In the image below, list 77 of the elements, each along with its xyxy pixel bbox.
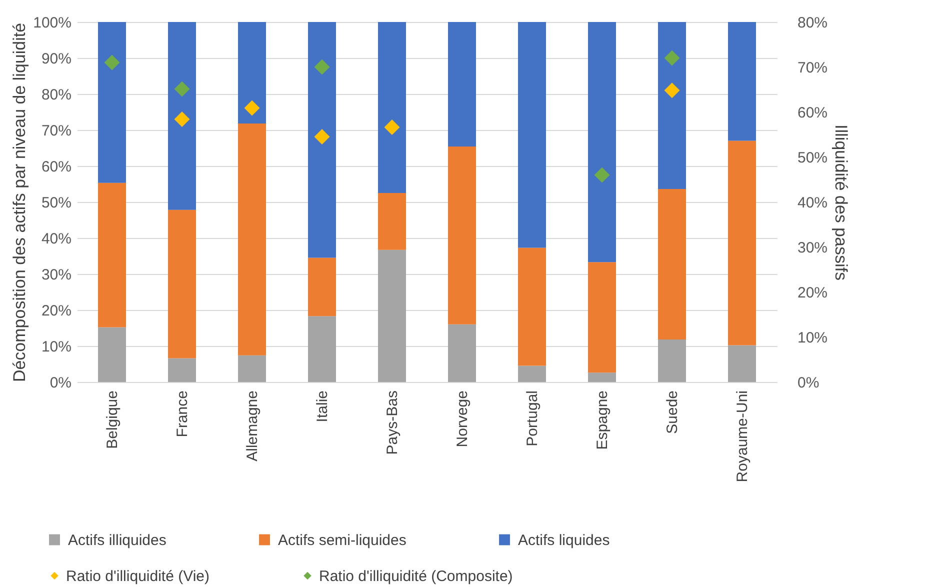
point	[594, 167, 610, 183]
x-tick-label: Pays-Bas	[384, 390, 401, 455]
point	[664, 82, 680, 98]
bar	[238, 124, 266, 356]
point	[174, 81, 190, 97]
bar	[588, 262, 616, 373]
y2-tick-label: 70%	[798, 60, 828, 76]
y-tick-label: 90%	[41, 50, 72, 68]
point	[664, 50, 680, 66]
point	[314, 129, 330, 144]
bar	[238, 22, 266, 124]
y-tick-label: 10%	[41, 338, 72, 356]
bar	[728, 22, 756, 141]
point	[384, 120, 400, 136]
bar	[448, 22, 476, 147]
x-tick-label: Portugal	[524, 390, 541, 446]
bar	[448, 146, 476, 324]
y2-tick-label: 0%	[798, 374, 820, 392]
legend-label: Ratio d'illiquidité (Vie)	[66, 568, 210, 585]
bar	[378, 22, 406, 193]
y-tick-label: 30%	[41, 266, 72, 284]
y2-tick-label: 10%	[798, 330, 828, 346]
bar	[728, 140, 756, 346]
y-tick-label: 0%	[50, 374, 72, 392]
point	[314, 59, 330, 75]
y2-axis-title: Illiquidité des passifs	[832, 124, 851, 280]
x-tick-label: Italie	[314, 390, 331, 422]
y-tick-label: 20%	[41, 302, 72, 320]
y2-tick-label: 80%	[798, 14, 828, 32]
legend-label: Actifs illiquides	[68, 532, 166, 549]
bar	[728, 345, 756, 382]
bar	[658, 189, 686, 340]
legend-label: Actifs semi-liquides	[278, 532, 406, 549]
bar	[658, 22, 686, 190]
y-tick-label: 80%	[41, 86, 72, 104]
bar	[588, 372, 616, 382]
y-axis-title: Décomposition des actifs par niveau de liquidité	[10, 22, 30, 382]
y2-tick-label: 20%	[798, 284, 828, 302]
x-tick-label: Suede	[664, 390, 681, 434]
bar	[308, 22, 336, 258]
bar	[238, 355, 266, 382]
bar	[518, 366, 546, 382]
y2-tick-label: 50%	[798, 150, 828, 166]
bar	[168, 22, 196, 210]
bar	[98, 22, 126, 183]
point	[244, 100, 260, 116]
bar	[658, 340, 686, 382]
bar	[98, 182, 126, 328]
x-tick-label: Allemagne	[244, 390, 261, 462]
bar	[98, 327, 126, 382]
y-tick-label: 40%	[41, 230, 72, 248]
bar	[378, 250, 406, 382]
y-tick-label: 100%	[33, 14, 72, 32]
bar	[168, 358, 196, 382]
bar	[518, 22, 546, 248]
x-tick-label: France	[174, 390, 191, 438]
bar	[448, 324, 476, 382]
x-tick-label: Espagne	[594, 390, 611, 450]
y2-tick-label: 40%	[798, 194, 828, 212]
y-tick-label: 60%	[41, 158, 72, 176]
y2-tick-label: 60%	[798, 104, 828, 122]
y2-tick-label: 30%	[798, 240, 828, 256]
legend-label: Actifs liquides	[518, 532, 610, 549]
point	[104, 54, 120, 70]
bar	[518, 248, 546, 366]
bar	[308, 258, 336, 316]
x-tick-label: Royaume-Uni	[734, 390, 751, 482]
bar	[378, 193, 406, 250]
bar	[588, 22, 616, 262]
y-tick-label: 50%	[41, 194, 72, 212]
y-tick-label: 70%	[41, 122, 72, 140]
x-tick-label: Belgique	[104, 390, 121, 449]
bar	[168, 210, 196, 358]
bar	[308, 316, 336, 382]
legend-label: Ratio d'illiquidité (Composite)	[319, 568, 513, 585]
x-tick-label: Norvege	[454, 390, 471, 448]
point	[174, 111, 190, 127]
